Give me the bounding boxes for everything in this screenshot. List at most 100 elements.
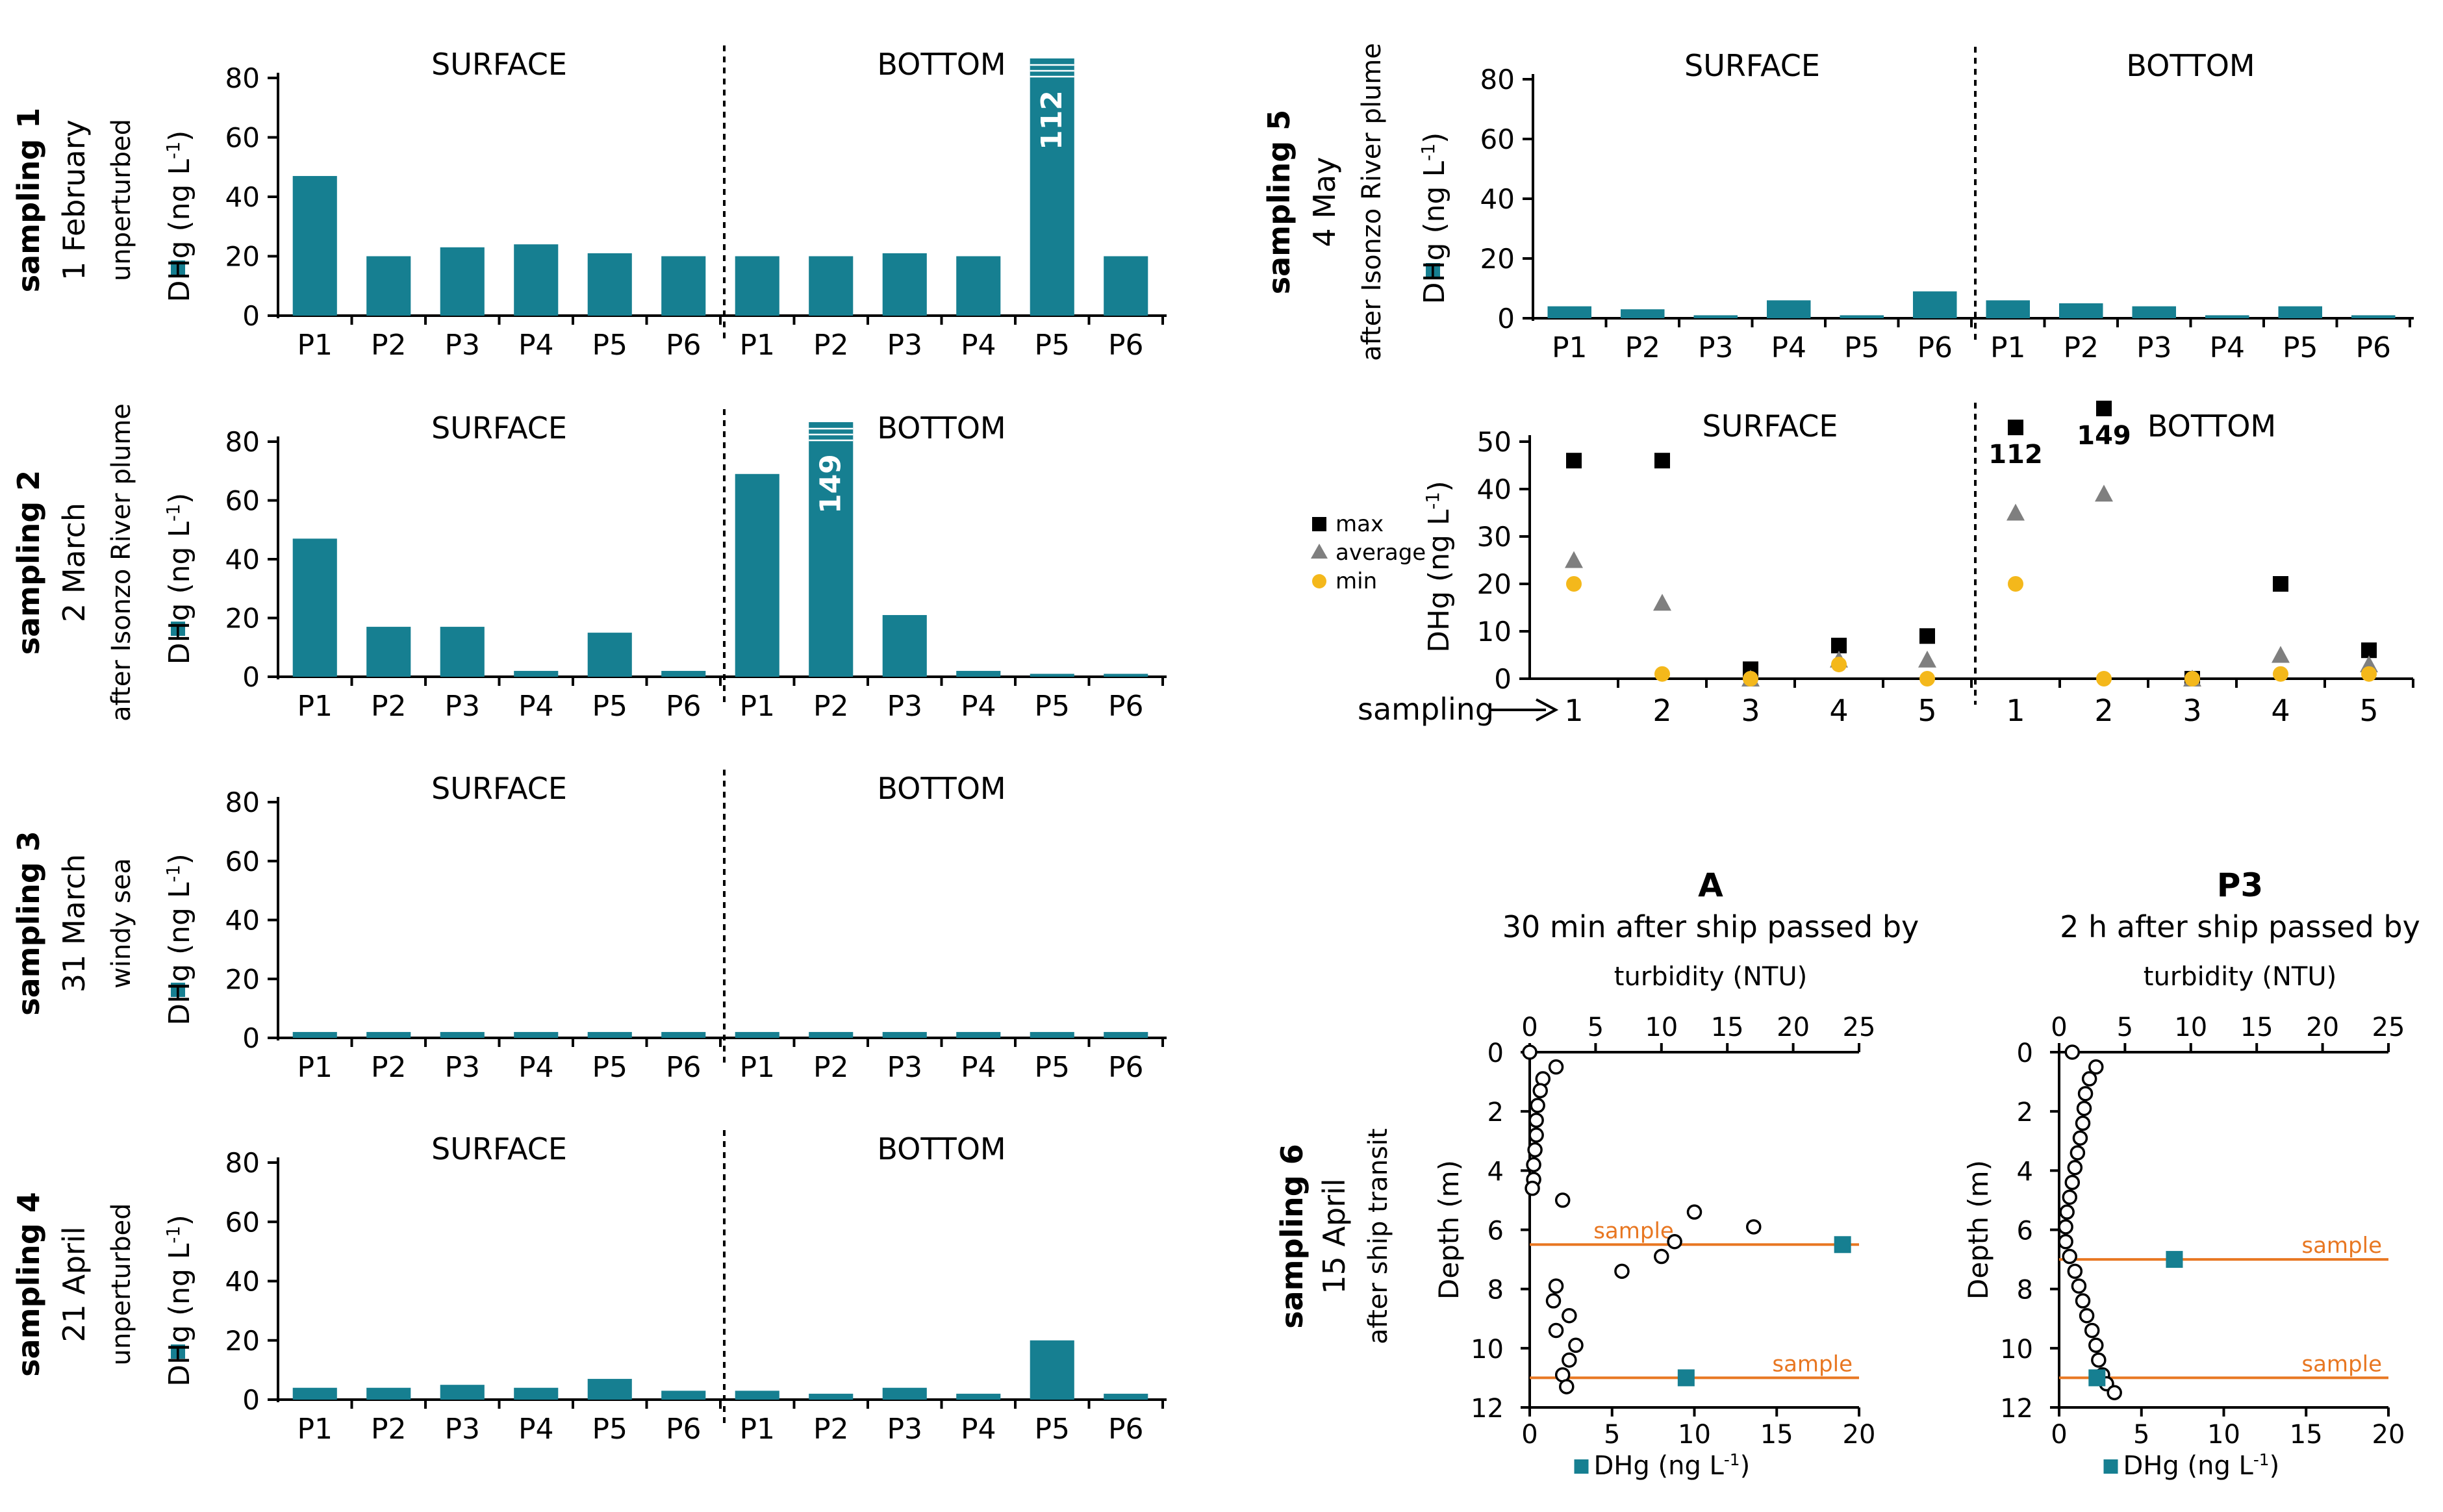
sampling-5-surface-label: SURFACE bbox=[1684, 48, 1820, 83]
sampling-1-x-tick-label: P3 bbox=[887, 329, 922, 362]
sampling-4-y-tick-label: 60 bbox=[225, 1206, 260, 1238]
summary-average-marker bbox=[1653, 594, 1671, 611]
summary-x-tick-label: 4 bbox=[2271, 693, 2290, 728]
profile-p3-top-tick-label: 20 bbox=[2306, 1013, 2339, 1042]
profile-p3-y-tick-label: 10 bbox=[2000, 1335, 2033, 1365]
sampling-5-label-line-2: 4 May bbox=[1307, 157, 1342, 247]
sampling-1-bar bbox=[661, 256, 706, 316]
profile-a-bottom-tick-label: 20 bbox=[1843, 1420, 1876, 1450]
sampling-1-legend-marker bbox=[171, 260, 185, 275]
profile-p3-turbidity-point bbox=[2064, 1044, 2081, 1060]
profile-a-bottom-legend-marker bbox=[1574, 1459, 1589, 1474]
sampling-1-y-tick-label: 60 bbox=[225, 122, 260, 154]
sampling-3-x-tick-label: P4 bbox=[518, 1051, 554, 1084]
sampling-4-bar bbox=[514, 1387, 559, 1400]
sampling-3-bar bbox=[514, 1031, 559, 1038]
sampling-2-label-line-2: 2 March bbox=[57, 503, 92, 622]
profile-a-sample-label: sample bbox=[1593, 1218, 1674, 1244]
sampling-1-bar bbox=[587, 253, 632, 316]
profile-a-y-axis-label: Depth (m) bbox=[1433, 1160, 1465, 1300]
sampling-4-y-tick-label: 20 bbox=[225, 1325, 260, 1357]
profile-p3-turbidity-point bbox=[2079, 1307, 2095, 1324]
profile-a-bottom-axis-label: DHg (ng L-1) bbox=[1594, 1450, 1751, 1481]
profile-a-turbidity-point bbox=[1530, 1098, 1545, 1113]
sampling-5-bar bbox=[1767, 300, 1811, 318]
sampling-3-y-tick-label: 80 bbox=[225, 787, 260, 818]
sampling-2-bar bbox=[366, 627, 411, 677]
sampling-3-x-tick-label: P2 bbox=[813, 1051, 849, 1084]
profile-p3-turbidity-point bbox=[2058, 1233, 2073, 1250]
summary-arrow-head bbox=[1536, 698, 1559, 722]
sampling-1-x-tick-label: P5 bbox=[592, 329, 627, 362]
sampling-1-x-tick-label: P4 bbox=[518, 329, 554, 362]
summary-average-marker bbox=[1918, 650, 1936, 668]
sampling-3-bottom-label: BOTTOM bbox=[877, 771, 1006, 806]
sampling-3-surface-label: SURFACE bbox=[431, 771, 567, 806]
profile-a-top-tick-label: 10 bbox=[1645, 1013, 1678, 1042]
sampling-5-x-tick-label: P6 bbox=[1917, 331, 1953, 364]
summary-min-marker bbox=[1654, 666, 1670, 682]
sampling-3-x-tick-label: P3 bbox=[444, 1051, 480, 1084]
sampling-5-bottom-label: BOTTOM bbox=[2126, 48, 2255, 83]
profile-a-turbidity-point bbox=[1614, 1263, 1630, 1279]
summary-legend-max-label: max bbox=[1335, 511, 1384, 537]
profile-a-title: A bbox=[1698, 866, 1723, 904]
summary-max-marker bbox=[1919, 628, 1935, 644]
sampling-1-x-tick-label: P1 bbox=[739, 329, 775, 362]
profile-a-dhg-point bbox=[1677, 1369, 1695, 1387]
profile-p3-turbidity-point bbox=[2062, 1189, 2077, 1205]
sampling-5-bar bbox=[2205, 315, 2249, 318]
profile-p3-bottom-axis-label: DHg (ng L-1) bbox=[2123, 1450, 2280, 1481]
profile-a-top-tick-label: 0 bbox=[1521, 1013, 1538, 1042]
sampling-2-x-tick-label: P1 bbox=[297, 690, 333, 723]
summary-average-marker bbox=[2006, 503, 2025, 521]
sampling-3-bar bbox=[1104, 1031, 1148, 1038]
profile-a-turbidity-point bbox=[1686, 1204, 1703, 1220]
profile-a-y-tick-label: 8 bbox=[1487, 1276, 1504, 1305]
sampling-4-x-tick-label: P1 bbox=[297, 1413, 333, 1446]
summary-x-tick-label: 1 bbox=[1564, 693, 1583, 728]
profile-p3-turbidity-point bbox=[2088, 1337, 2104, 1354]
sampling-4-surface-label: SURFACE bbox=[431, 1131, 567, 1166]
sampling-1-y-tick-label: 20 bbox=[225, 241, 260, 273]
sampling-4-y-tick-label: 40 bbox=[225, 1266, 260, 1298]
sampling-1-bar bbox=[1104, 256, 1148, 316]
profile-p3-y-tick-label: 12 bbox=[2000, 1394, 2033, 1424]
sampling-4-x-tick-label: P5 bbox=[1034, 1413, 1070, 1446]
sampling-2-bar bbox=[1030, 674, 1074, 677]
sampling-1-bar bbox=[440, 247, 485, 316]
sampling-5-y-axis-label: DHg (ng L-1) bbox=[1418, 132, 1451, 305]
profile-a-top-axis-label: turbidity (NTU) bbox=[1614, 962, 1807, 992]
profile-a-bottom-tick-label: 15 bbox=[1760, 1420, 1793, 1450]
profile-p3-top-tick-label: 10 bbox=[2174, 1013, 2207, 1042]
sampling-3-y-axis-label: DHg (ng L-1) bbox=[163, 853, 196, 1026]
sampling-4-x-tick-label: P5 bbox=[592, 1413, 627, 1446]
sampling-1-bar bbox=[956, 256, 1001, 316]
summary-min-marker bbox=[2184, 671, 2200, 687]
profile-a-top-tick-label: 5 bbox=[1588, 1013, 1604, 1042]
sampling-6-label-line-2: 15 April bbox=[1317, 1178, 1352, 1294]
sampling-4-x-tick-label: P2 bbox=[371, 1413, 407, 1446]
sampling-5-bar bbox=[2059, 303, 2103, 318]
profile-a-y-tick-label: 2 bbox=[1487, 1098, 1504, 1128]
sampling-1-bar bbox=[809, 256, 854, 316]
sampling-4-y-tick-label: 0 bbox=[242, 1384, 260, 1416]
summary-max-marker bbox=[1654, 453, 1670, 469]
sampling-3-bar bbox=[735, 1031, 779, 1038]
profile-p3-sample-label: sample bbox=[2301, 1233, 2382, 1259]
sampling-3-label-line-2: 31 March bbox=[57, 854, 92, 992]
profile-a-top-tick-label: 25 bbox=[1843, 1013, 1876, 1042]
sampling-2-bar bbox=[292, 538, 337, 677]
sampling-1-x-tick-label: P1 bbox=[297, 329, 333, 362]
sampling-3-x-tick-label: P1 bbox=[739, 1051, 775, 1084]
summary-bottom-label: BOTTOM bbox=[2147, 409, 2276, 444]
profile-p3-turbidity-point bbox=[2077, 1086, 2094, 1102]
sampling-3-bar bbox=[587, 1031, 632, 1038]
summary-y-tick-label: 20 bbox=[1477, 568, 1512, 600]
sampling-5-bar bbox=[1840, 315, 1884, 318]
sampling-1-x-tick-label: P2 bbox=[371, 329, 407, 362]
profile-a-bottom-tick-label: 10 bbox=[1678, 1420, 1711, 1450]
sampling-4-bar bbox=[292, 1387, 337, 1400]
sampling-3-bar bbox=[809, 1031, 854, 1038]
